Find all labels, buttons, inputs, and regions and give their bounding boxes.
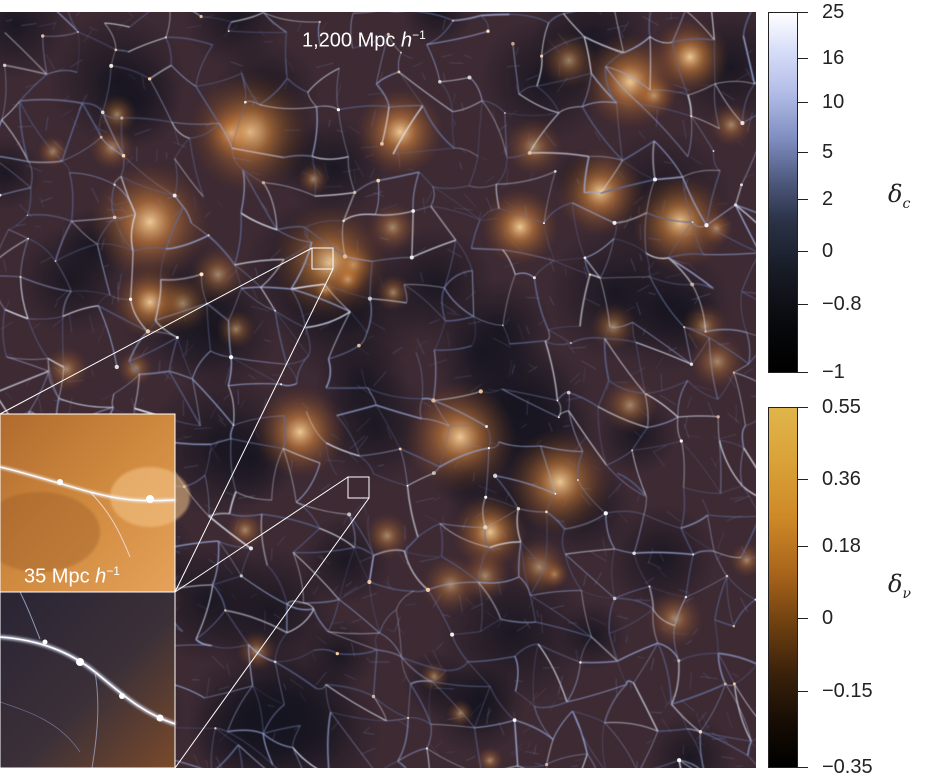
colorbar-tick-label: 25 <box>822 1 845 23</box>
colorbar-tick-label: −0.35 <box>822 756 873 778</box>
colorbar-tick-label: 16 <box>822 47 845 70</box>
colorbar-tick-label: −0.8 <box>822 292 862 315</box>
colorbar-tick-label: 0 <box>822 606 834 629</box>
density-field <box>0 12 756 768</box>
colorbar-tick-label: 5 <box>822 141 834 164</box>
colorbar-tick <box>798 372 808 373</box>
zoom-overlay <box>0 247 370 768</box>
colorbar-tick <box>798 102 808 103</box>
inset-cdm-panel <box>0 591 176 768</box>
colorbar-cdm-density <box>768 12 798 373</box>
colorbar-tick <box>798 251 808 253</box>
simulation-image: 1,200 Mpc h−1 35 Mpc h−1 <box>0 12 756 768</box>
inset-scale-label: 35 Mpc h−1 <box>24 564 120 588</box>
colorbar-neutrino-density <box>768 407 798 768</box>
colorbar-tick-label: −0.15 <box>822 680 873 703</box>
colorbar-tick <box>798 407 808 408</box>
colorbar-tick-label: 0 <box>822 240 834 263</box>
colorbar-tick-label: −1 <box>822 361 845 383</box>
colorbar-tick <box>798 545 808 547</box>
colorbar-tick <box>798 58 808 60</box>
main-scale-label: 1,200 Mpc h−1 <box>302 28 426 52</box>
colorbar-tick <box>798 152 808 154</box>
colorbar-tick <box>798 303 808 305</box>
colorbar-tick-label: 0.18 <box>822 534 861 557</box>
zoom-box-lower <box>347 476 370 499</box>
inset-neutrino-panel <box>0 413 190 593</box>
colorbar-tick <box>798 199 808 201</box>
colorbar-tick <box>798 12 808 13</box>
colorbar-tick-label: 2 <box>822 188 834 211</box>
colorbar-tick-label: 0.55 <box>822 396 861 418</box>
zoom-connector-lines <box>0 247 370 768</box>
colorbar-tick-label: 10 <box>822 91 845 113</box>
colorbar-tick-label: 0.36 <box>822 468 861 490</box>
filament-web <box>0 12 756 768</box>
zoom-box-upper <box>311 247 334 270</box>
colorbar-tick <box>798 617 808 619</box>
colorbar-tick <box>798 479 808 480</box>
colorbar-tick <box>798 767 808 768</box>
colorbar-tick <box>798 691 808 693</box>
colorbar-cdm-symbol: δc <box>888 180 911 212</box>
colorbar-neutrino-symbol: δν <box>888 570 911 602</box>
